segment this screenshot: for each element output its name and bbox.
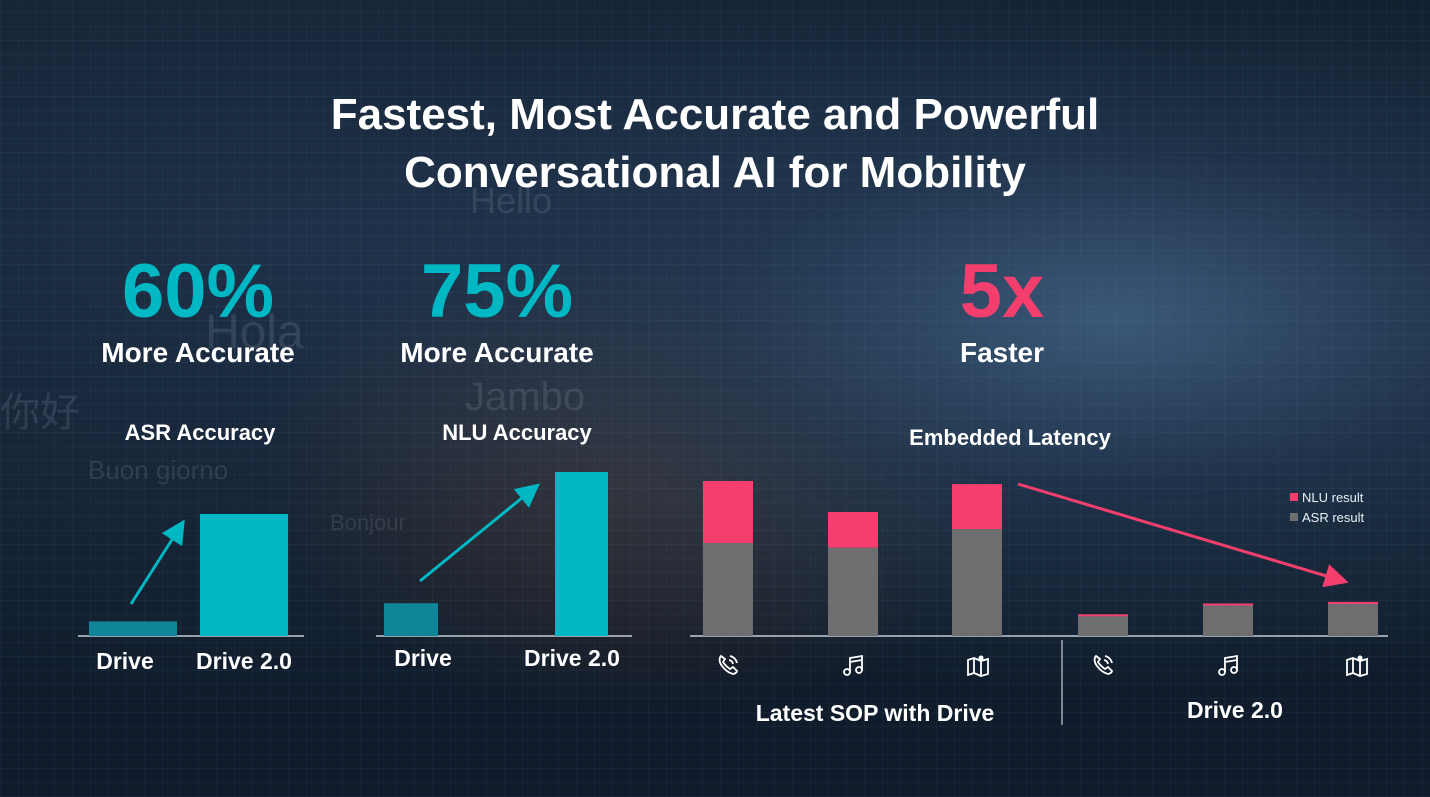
trend-arrow [129, 519, 185, 605]
legend-swatch [1290, 513, 1298, 521]
bar-nlu [1078, 614, 1128, 617]
bar-nlu [1203, 603, 1253, 606]
chart-title: ASR Accuracy [124, 420, 276, 445]
bar-asr [1328, 603, 1378, 636]
chart-title: Embedded Latency [909, 425, 1111, 450]
background-decoration: Hello [470, 180, 553, 221]
stat-label: More Accurate [400, 337, 594, 368]
bar-asr [828, 547, 878, 636]
bar-asr [703, 543, 753, 636]
title-line-1: Fastest, Most Accurate and Powerful [330, 90, 1100, 139]
axis-label: Drive [394, 645, 452, 671]
phone-icon [1093, 654, 1113, 675]
trend-arrow [1017, 482, 1349, 588]
legend-label: NLU result [1302, 489, 1364, 505]
axis-label: Drive [96, 648, 154, 674]
stat-label: More Accurate [101, 337, 295, 368]
legend-swatch [1290, 493, 1298, 501]
background-decoration: Bonjour [330, 510, 406, 535]
stat-latency: 5x Faster [880, 252, 1124, 370]
bar-asr [1078, 615, 1128, 636]
trend-arrow [419, 483, 540, 583]
legend-item: ASR result [1290, 507, 1364, 527]
stat-nlu: 75% More Accurate [375, 252, 619, 370]
axis-label: Drive 2.0 [524, 645, 620, 671]
background-decoration: 你好 [0, 391, 80, 435]
legend-item: NLU result [1290, 487, 1364, 507]
phone-icon [718, 654, 738, 675]
bar-nlu [703, 481, 753, 543]
axis-label: Drive 2.0 [196, 648, 292, 674]
background-decoration: Buon giorno [88, 455, 229, 485]
bar [89, 621, 177, 636]
stat-value: 75% [420, 249, 574, 334]
bar [555, 472, 608, 636]
stat-value: 60% [121, 249, 275, 334]
bar [200, 514, 288, 636]
group-label: Latest SOP with Drive [755, 700, 995, 726]
map-icon [1346, 655, 1368, 677]
bar-nlu [952, 484, 1002, 530]
group-label: Drive 2.0 [1187, 697, 1283, 723]
stat-label: Faster [959, 337, 1045, 368]
page-title: Fastest, Most Accurate and Powerful Conv… [0, 86, 1430, 202]
music-icon [843, 654, 863, 676]
chart-legend: NLU result ASR result [1290, 487, 1364, 527]
bar-nlu [828, 512, 878, 548]
stat-asr: 60% More Accurate [76, 252, 320, 370]
stat-value: 5x [959, 249, 1045, 334]
map-icon [967, 655, 989, 677]
background-decoration: Hola [205, 306, 304, 359]
bar-asr [1203, 605, 1253, 636]
bar [384, 603, 438, 636]
music-icon [1218, 654, 1238, 676]
legend-label: ASR result [1302, 509, 1365, 525]
background-decoration: Jambo [465, 375, 586, 419]
bar-nlu [1328, 601, 1378, 604]
bar-asr [952, 529, 1002, 636]
chart-title: NLU Accuracy [442, 420, 592, 445]
title-line-2: Conversational AI for Mobility [404, 148, 1026, 197]
